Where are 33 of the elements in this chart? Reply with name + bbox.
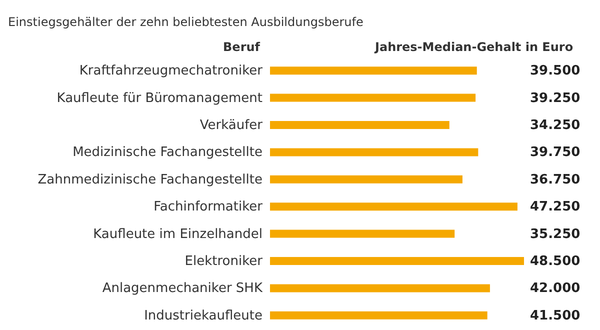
bar bbox=[270, 202, 518, 211]
bar bbox=[270, 284, 490, 292]
y-tick-label: Zahnmedizinische Fachangestellte bbox=[38, 172, 262, 188]
y-tick-label: Kaufleute im Einzelhandel bbox=[93, 226, 262, 242]
bar bbox=[270, 257, 524, 265]
y-tick-label: Anlagenmechaniker SHK bbox=[102, 281, 263, 296]
y-tick-label: Industriekaufleute bbox=[144, 308, 262, 324]
data-label: 47.250 bbox=[530, 200, 580, 215]
bar bbox=[270, 66, 477, 75]
data-label: 35.250 bbox=[530, 226, 580, 242]
data-label: 39.250 bbox=[530, 90, 580, 106]
bar bbox=[270, 230, 455, 238]
data-label: 48.500 bbox=[530, 254, 580, 269]
chart-subtitle: Einstiegsgehälter der zehn beliebtesten Ausbildungsberufe bbox=[8, 15, 364, 29]
data-label: 36.750 bbox=[530, 172, 580, 188]
data-label: 39.750 bbox=[530, 145, 580, 160]
y-tick-label: Elektroniker bbox=[184, 254, 264, 269]
y-tick-label: Kaufleute für Büromanagement bbox=[56, 90, 262, 106]
bar bbox=[270, 121, 450, 129]
x-axis-title: Jahres-Median-Gehalt in Euro bbox=[374, 40, 574, 54]
bar bbox=[270, 148, 478, 156]
y-tick-label: Medizinische Fachangestellte bbox=[72, 145, 262, 160]
bar bbox=[270, 175, 462, 184]
y-axis-title: Beruf bbox=[223, 40, 261, 54]
data-label: 39.500 bbox=[530, 64, 580, 79]
bar bbox=[270, 311, 488, 320]
data-label: 34.250 bbox=[530, 118, 580, 133]
data-label: 42.000 bbox=[530, 281, 580, 296]
bar bbox=[270, 94, 476, 102]
y-tick-label: Fachinformatiker bbox=[154, 200, 264, 215]
y-tick-label: Verkäufer bbox=[200, 118, 264, 133]
data-label: 41.500 bbox=[530, 308, 580, 324]
y-tick-label: Kraftfahrzeugmechatroniker bbox=[79, 64, 264, 79]
